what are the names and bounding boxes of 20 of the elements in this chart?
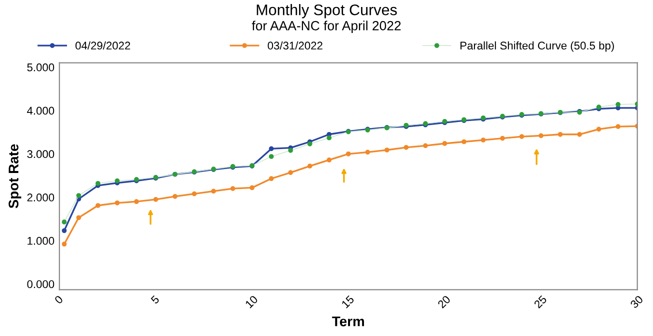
- legend-label: Parallel Shifted Curve (50.5 bp): [460, 41, 614, 52]
- y-tick-label: 0.000: [27, 280, 54, 288]
- y-axis-title: Spot Rate: [8, 144, 22, 208]
- y-tick-label: 3.000: [27, 150, 54, 158]
- x-tick-label: 15: [341, 295, 355, 308]
- chart-subtitle: for AAA-NC for April 2022: [252, 20, 401, 33]
- y-tick-label: 2.000: [27, 194, 54, 202]
- x-tick-label: 20: [437, 295, 451, 309]
- x-tick-label: 5: [150, 295, 160, 304]
- y-tick-label: 5.000: [27, 63, 54, 72]
- chart-title: Monthly Spot Curves: [256, 4, 397, 18]
- y-tick-label: 1.000: [28, 236, 54, 245]
- x-axis-title: Term: [332, 316, 364, 326]
- x-tick-label: 30: [630, 295, 644, 309]
- x-tick-label: 25: [534, 295, 548, 309]
- x-tick-label: 0: [54, 295, 64, 304]
- y-tick-label: 4.000: [27, 106, 54, 115]
- legend-label: 04/29/2022: [75, 41, 130, 50]
- legend-label: 03/31/2022: [268, 41, 322, 50]
- x-tick-label: 10: [244, 295, 258, 308]
